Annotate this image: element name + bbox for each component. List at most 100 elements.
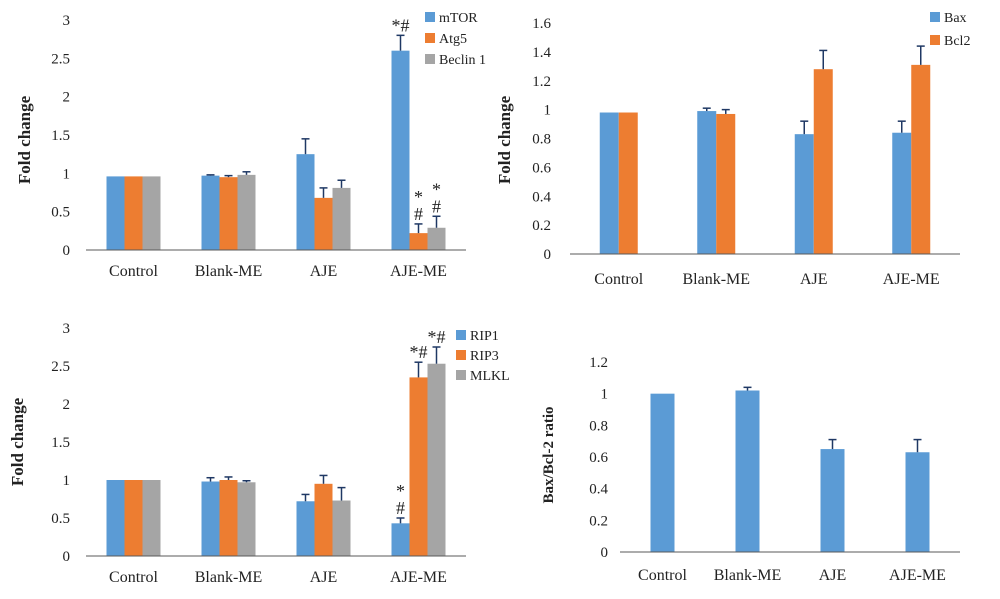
y-tick-label: 0.2 — [589, 513, 608, 529]
x-category-label: AJE-ME — [883, 271, 940, 288]
y-tick-label: 3 — [63, 321, 71, 337]
bar — [427, 227, 446, 250]
y-tick-label: 1.2 — [589, 355, 608, 371]
significance-marker: *# — [428, 327, 446, 347]
y-axis-title: Fold change — [15, 95, 34, 184]
bar — [618, 112, 638, 254]
bar — [409, 377, 428, 556]
y-tick-label: 0.4 — [532, 189, 551, 205]
x-category-label: Blank-ME — [714, 567, 782, 584]
y-tick-label: 0.6 — [589, 450, 608, 466]
bar — [697, 111, 717, 254]
legend-label: Bax — [944, 11, 967, 26]
y-tick-label: 0.5 — [51, 205, 70, 221]
legend-swatch — [456, 330, 466, 340]
y-tick-label: 2 — [63, 397, 71, 413]
bar — [314, 197, 333, 250]
y-tick-label: 0.5 — [51, 511, 70, 527]
bar — [820, 449, 845, 552]
bar — [905, 452, 930, 552]
legend-label: RIP1 — [470, 329, 499, 344]
bar — [391, 523, 410, 556]
x-category-label: AJE-ME — [390, 263, 447, 280]
y-tick-label: 1 — [63, 166, 71, 182]
legend-swatch — [930, 35, 940, 45]
y-tick-label: 3 — [63, 13, 71, 29]
bar — [219, 177, 238, 250]
x-category-label: Control — [594, 271, 643, 288]
bar — [296, 154, 315, 250]
x-category-label: Blank-ME — [195, 263, 263, 280]
bar — [142, 480, 161, 556]
y-tick-label: 1.5 — [51, 435, 70, 451]
significance-marker: * — [396, 481, 405, 501]
bar — [142, 176, 161, 250]
legend-label: MLKL — [470, 369, 510, 384]
legend-swatch — [425, 12, 435, 22]
y-tick-label: 1.2 — [532, 74, 551, 90]
bar — [427, 363, 446, 556]
x-category-label: AJE — [310, 569, 338, 586]
x-category-label: AJE — [310, 263, 338, 280]
bar — [892, 132, 912, 254]
bar — [391, 50, 410, 250]
legend-swatch — [425, 54, 435, 64]
y-tick-label: 1.6 — [532, 16, 551, 32]
y-axis-title: Fold change — [8, 397, 27, 486]
bar — [296, 501, 315, 556]
y-tick-label: 0.6 — [532, 160, 551, 176]
significance-marker: # — [414, 204, 423, 224]
x-category-label: Blank-ME — [682, 271, 750, 288]
y-tick-label: 2.5 — [51, 51, 70, 67]
x-category-label: AJE — [819, 567, 847, 584]
y-tick-label: 1.5 — [51, 128, 70, 144]
bar — [409, 233, 428, 250]
bar — [650, 393, 675, 552]
legend-label: mTOR — [439, 11, 478, 26]
chart-bax-bcl2-ratio: 0 0.2 0.4 0.6 0.8 1 1.2 Bax/Bcl-2 ratio Control B… — [541, 355, 960, 584]
bar — [716, 113, 736, 254]
legend-swatch — [425, 33, 435, 43]
y-tick-label: 0.8 — [532, 132, 551, 148]
bar — [201, 175, 220, 250]
y-tick-label: 0.8 — [589, 418, 608, 434]
significance-marker: * — [432, 179, 441, 199]
y-tick-label: 0 — [63, 549, 71, 565]
y-axis-title: Fold change — [495, 95, 514, 184]
y-tick-label: 0 — [544, 247, 552, 263]
legend-label: Beclin 1 — [439, 53, 486, 68]
y-tick-label: 1.4 — [532, 45, 551, 61]
bar — [237, 482, 256, 556]
significance-marker: # — [432, 196, 441, 216]
y-tick-label: 2.5 — [51, 359, 70, 375]
bar — [219, 480, 238, 556]
x-category-label: AJE — [800, 271, 828, 288]
bar — [813, 69, 833, 254]
y-tick-label: 1 — [63, 473, 71, 489]
y-tick-label: 0 — [601, 545, 609, 561]
y-tick-label: 1 — [601, 387, 609, 403]
x-category-label: Control — [109, 263, 158, 280]
y-axis-title: Bax/Bcl-2 ratio — [541, 406, 557, 503]
bar — [599, 112, 619, 254]
bar — [124, 480, 143, 556]
x-category-label: AJE-ME — [889, 567, 946, 584]
significance-marker: *# — [410, 342, 428, 362]
y-tick-label: 2 — [63, 90, 71, 106]
bar — [794, 134, 814, 254]
y-tick-label: 0.4 — [589, 482, 608, 498]
bar — [106, 176, 125, 250]
significance-marker: # — [396, 498, 405, 518]
bar — [332, 500, 351, 556]
legend-swatch — [930, 12, 940, 22]
legend-swatch — [456, 370, 466, 380]
legend-label: Atg5 — [439, 32, 467, 47]
legend-label: RIP3 — [470, 349, 499, 364]
significance-marker: * — [414, 187, 423, 207]
bar — [124, 176, 143, 250]
bar — [201, 481, 220, 556]
chart-bax-bcl2: 0 0.2 0.4 0.6 0.8 1 1.2 1.4 1.6 Fold change Contro… — [495, 11, 970, 288]
x-category-label: AJE-ME — [390, 569, 447, 586]
